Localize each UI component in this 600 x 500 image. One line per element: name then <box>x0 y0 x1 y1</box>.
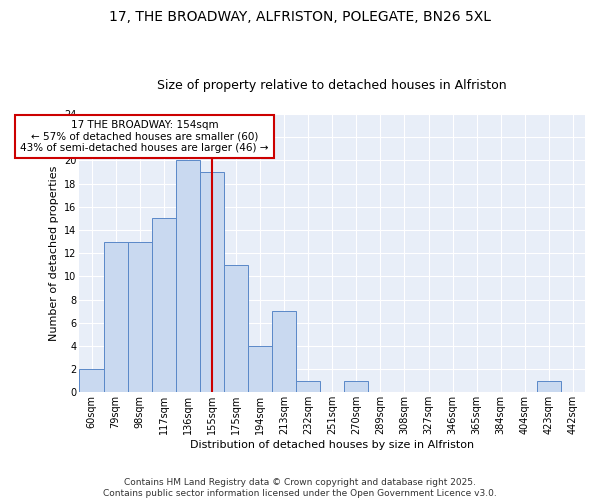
X-axis label: Distribution of detached houses by size in Alfriston: Distribution of detached houses by size … <box>190 440 474 450</box>
Title: Size of property relative to detached houses in Alfriston: Size of property relative to detached ho… <box>157 79 507 92</box>
Bar <box>272 311 296 392</box>
Bar <box>537 380 561 392</box>
Bar <box>296 380 320 392</box>
Bar <box>79 369 104 392</box>
Bar <box>176 160 200 392</box>
Bar <box>344 380 368 392</box>
Text: Contains HM Land Registry data © Crown copyright and database right 2025.
Contai: Contains HM Land Registry data © Crown c… <box>103 478 497 498</box>
Bar <box>152 218 176 392</box>
Bar <box>128 242 152 392</box>
Text: 17, THE BROADWAY, ALFRISTON, POLEGATE, BN26 5XL: 17, THE BROADWAY, ALFRISTON, POLEGATE, B… <box>109 10 491 24</box>
Y-axis label: Number of detached properties: Number of detached properties <box>49 166 59 341</box>
Bar <box>248 346 272 393</box>
Text: 17 THE BROADWAY: 154sqm
← 57% of detached houses are smaller (60)
43% of semi-de: 17 THE BROADWAY: 154sqm ← 57% of detache… <box>20 120 269 153</box>
Bar <box>200 172 224 392</box>
Bar <box>104 242 128 392</box>
Bar <box>224 264 248 392</box>
